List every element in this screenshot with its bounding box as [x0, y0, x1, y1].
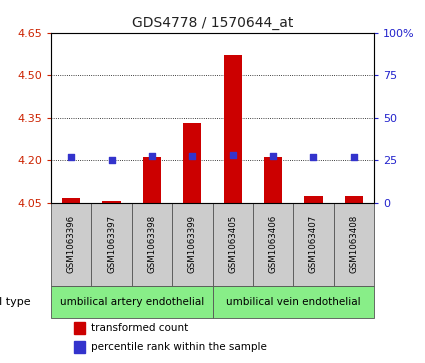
Bar: [143, 158, 161, 203]
Text: umbilical artery endothelial: umbilical artery endothelial: [60, 297, 204, 307]
Text: GSM1063405: GSM1063405: [228, 215, 237, 273]
Bar: [91, 203, 132, 286]
Bar: [51, 286, 212, 318]
Point: [189, 153, 196, 159]
Bar: [74, 340, 85, 353]
Text: GSM1063406: GSM1063406: [269, 215, 278, 273]
Bar: [102, 201, 121, 203]
Bar: [264, 158, 282, 203]
Bar: [74, 322, 85, 334]
Bar: [212, 203, 253, 286]
Bar: [183, 123, 201, 203]
Point: [269, 153, 276, 159]
Text: GSM1063396: GSM1063396: [67, 215, 76, 273]
Point: [230, 152, 236, 158]
Bar: [132, 203, 172, 286]
Bar: [253, 203, 293, 286]
Point: [350, 155, 357, 160]
Bar: [345, 196, 363, 203]
Bar: [51, 203, 91, 286]
Bar: [224, 55, 242, 203]
Text: umbilical vein endothelial: umbilical vein endothelial: [226, 297, 360, 307]
Text: GSM1063399: GSM1063399: [188, 215, 197, 273]
Point: [310, 155, 317, 160]
Text: GSM1063407: GSM1063407: [309, 215, 318, 273]
Text: transformed count: transformed count: [91, 323, 189, 333]
Point: [149, 153, 156, 159]
Bar: [172, 203, 212, 286]
Bar: [62, 199, 80, 203]
Point: [108, 157, 115, 163]
Text: GSM1063398: GSM1063398: [147, 215, 156, 273]
Bar: [293, 203, 334, 286]
Text: GSM1063408: GSM1063408: [349, 215, 358, 273]
Text: GSM1063397: GSM1063397: [107, 215, 116, 273]
Title: GDS4778 / 1570644_at: GDS4778 / 1570644_at: [132, 16, 293, 30]
Point: [68, 155, 75, 160]
Text: percentile rank within the sample: percentile rank within the sample: [91, 342, 267, 352]
Bar: [212, 286, 374, 318]
Text: cell type: cell type: [0, 297, 31, 307]
Bar: [304, 196, 323, 203]
Bar: [334, 203, 374, 286]
